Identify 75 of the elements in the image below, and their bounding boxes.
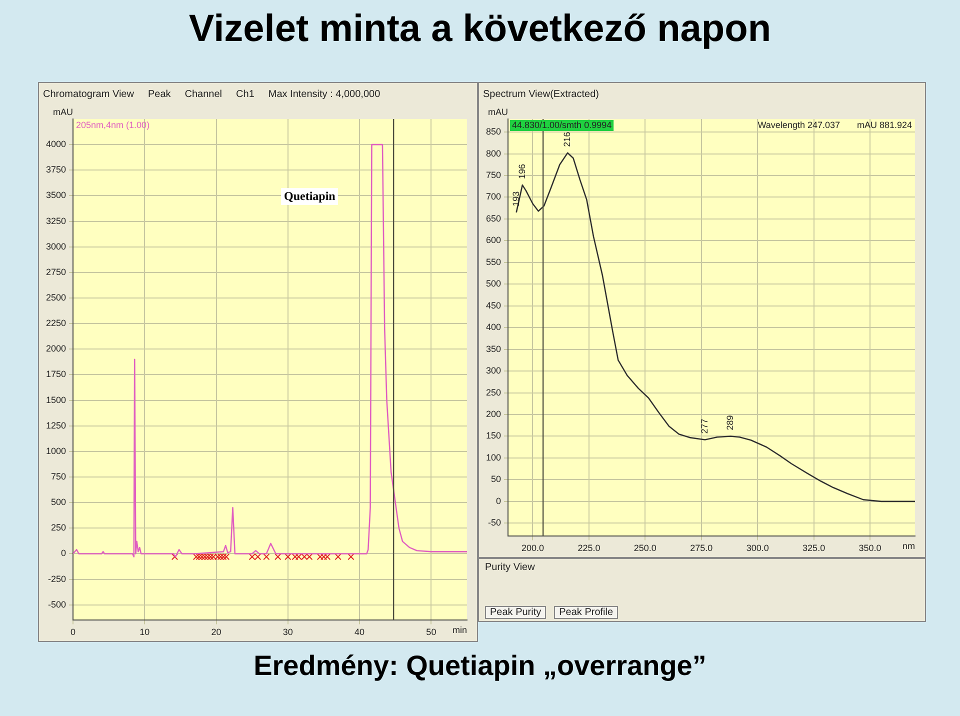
y-tick-label: -250 — [48, 574, 66, 584]
y-tick-label: 2000 — [46, 344, 66, 354]
y-tick-label: 450 — [486, 300, 502, 310]
chart-title: Vizelet minta a következő napon — [188, 8, 772, 51]
annotation: 289 — [725, 415, 736, 430]
y-tick-label: 500 — [486, 278, 502, 289]
x-tick-label: 225.0 — [578, 543, 600, 554]
y-tick-label: 500 — [50, 497, 66, 508]
y-tick-label: 800 — [486, 148, 502, 158]
x-tick-label: 20 — [211, 627, 222, 638]
y-tick-label: 650 — [486, 213, 502, 224]
x-axis-title: min — [452, 625, 467, 636]
x-tick-label: 250.0 — [634, 543, 656, 554]
text: Ch1 — [236, 88, 254, 100]
y-tick-label: -50 — [488, 518, 502, 528]
x-tick-label: 300.0 — [746, 543, 769, 554]
y-tick-label: 150 — [486, 430, 502, 441]
y-tick-label: 300 — [486, 366, 502, 376]
y-tick-label: 2500 — [46, 292, 66, 302]
y-tick-label: 250 — [50, 522, 66, 533]
y-tick-label: 400 — [486, 322, 502, 332]
text: 205nm,4nm (1.00) — [76, 120, 150, 130]
x-axis-title: nm — [902, 541, 915, 552]
y-tick-label: 200 — [486, 409, 502, 419]
text: Channel — [184, 88, 222, 100]
y-tick-label: 1000 — [46, 446, 66, 456]
x-tick-label: 350.0 — [858, 543, 882, 554]
annotation: Wavelength 247.037 — [758, 120, 840, 130]
y-tick-label: 2750 — [46, 266, 66, 277]
y-axis-title: mAU — [53, 106, 74, 117]
y-tick-label: 1250 — [46, 420, 66, 430]
y-tick-label: 350 — [486, 344, 502, 354]
y-tick-label: 250 — [486, 387, 502, 398]
annotation: Quetiapin — [281, 188, 338, 205]
chart-subtitle: Chromatogram View — [43, 88, 134, 100]
annotation: 196 — [516, 164, 527, 180]
x-tick-label: 275.0 — [690, 543, 713, 554]
x-tick-label: 10 — [140, 627, 150, 638]
text: Peak — [148, 88, 171, 100]
y-tick-label: 1500 — [46, 394, 66, 405]
annotation: 193 — [510, 191, 521, 206]
x-tick-label: 40 — [354, 627, 365, 638]
text: Purity View — [484, 561, 536, 575]
x-tick-label: 0 — [70, 627, 76, 638]
annotation: 277 — [699, 418, 710, 434]
y-tick-label: 750 — [486, 170, 502, 180]
y-tick-label: 550 — [486, 256, 502, 267]
annotation: 216 — [562, 132, 572, 147]
y-tick-label: 750 — [50, 471, 66, 482]
x-tick-label: 200.0 — [521, 543, 544, 554]
y-tick-label: 3000 — [46, 241, 66, 252]
y-tick-label: 0 — [496, 496, 502, 506]
y-tick-label: 4000 — [46, 139, 66, 150]
y-tick-label: 600 — [486, 235, 502, 246]
annotation: mAU 881.924 — [856, 120, 912, 130]
text: Peak Purity — [485, 606, 546, 619]
y-tick-label: 1750 — [46, 369, 66, 380]
y-tick-label: 100 — [486, 452, 502, 462]
y-tick-label: 850 — [486, 126, 502, 137]
chart-title: Spectrum View(Extracted) — [483, 88, 599, 100]
y-tick-label: 2250 — [46, 318, 66, 328]
text: Max Intensity : 4,000,000 — [268, 88, 380, 100]
x-tick-label: 30 — [282, 627, 293, 638]
y-tick-label: 3500 — [46, 190, 66, 200]
text: Eredmény: Quetiapin „overrange” — [252, 650, 708, 682]
annotation: 44.830/1.00/smth 0.9994 — [512, 120, 612, 130]
x-tick-label: 325.0 — [802, 543, 826, 554]
text: Peak Profile — [554, 606, 618, 619]
y-tick-label: 700 — [486, 192, 502, 202]
y-tick-label: 50 — [491, 474, 502, 484]
y-axis-title: mAU — [488, 106, 508, 117]
y-tick-label: 3250 — [46, 216, 66, 226]
x-tick-label: 50 — [426, 627, 436, 638]
y-tick-label: 3750 — [46, 164, 66, 175]
y-tick-label: -500 — [48, 599, 66, 610]
